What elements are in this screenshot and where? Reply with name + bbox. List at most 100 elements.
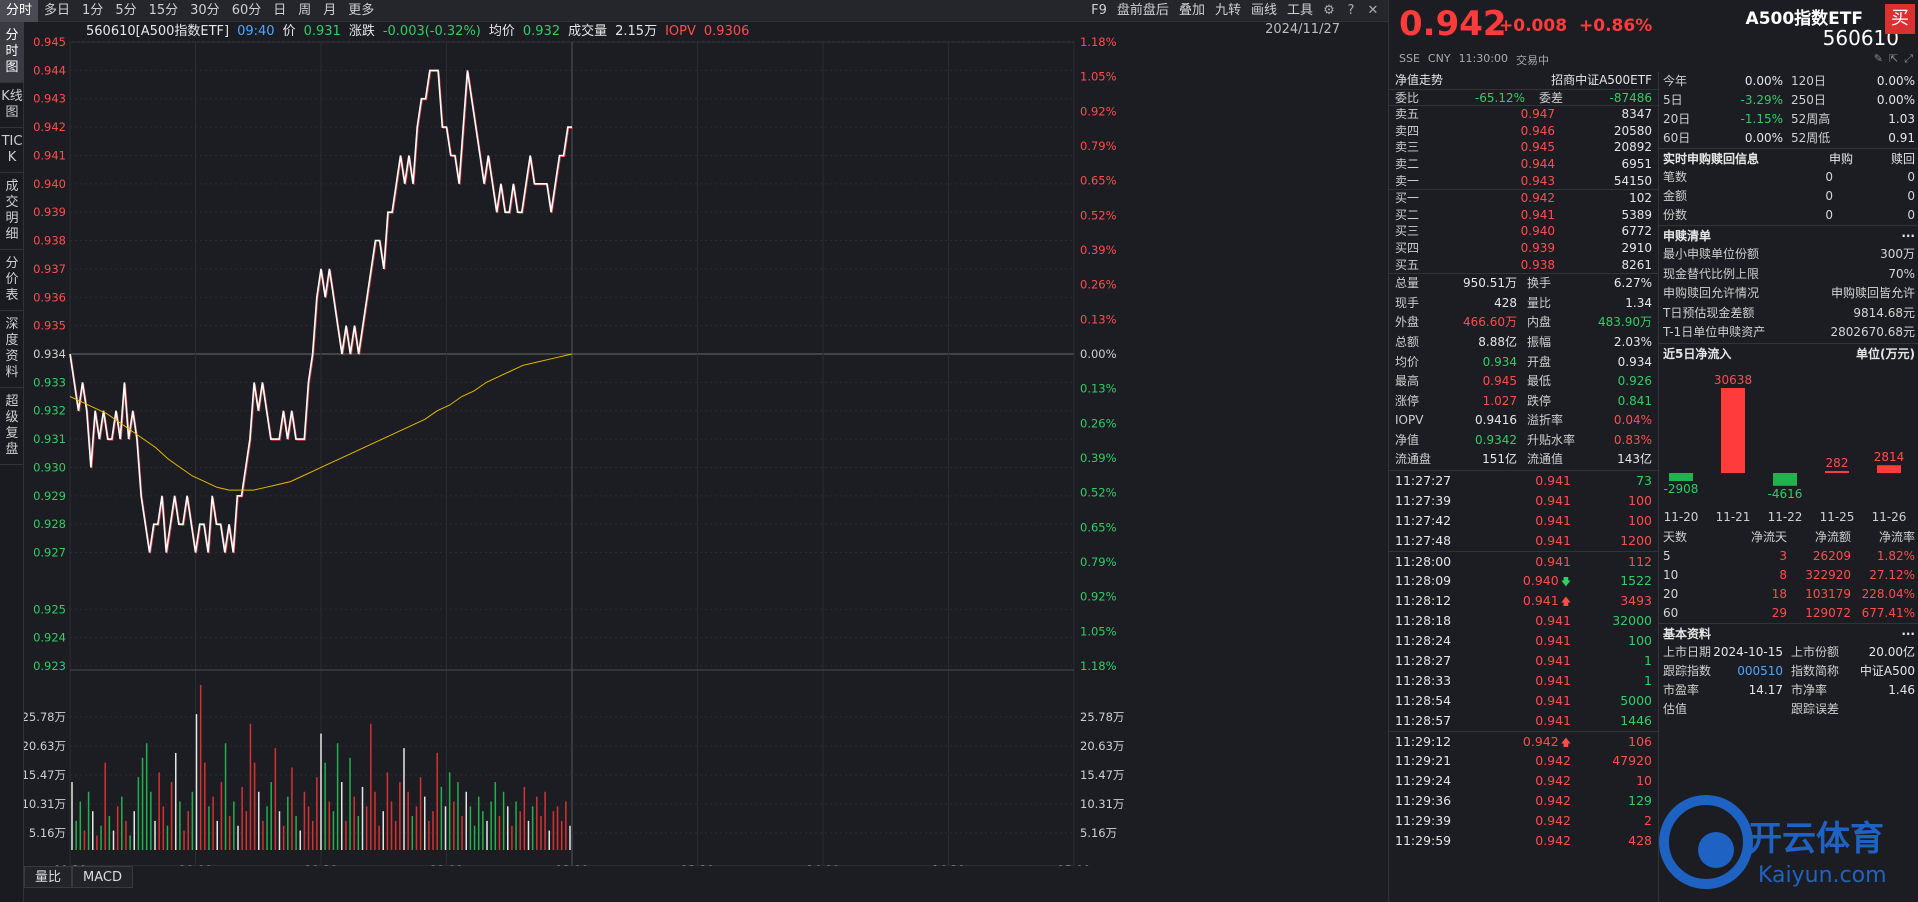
intraday-chart[interactable]: 0.945 0.944 0.943 0.942 0.941 0.940 0.939 0.938… bbox=[24, 22, 1388, 902]
expand-icon[interactable]: ⤢ bbox=[1904, 52, 1913, 65]
basic-section-title[interactable]: 基本资料 ··· bbox=[1659, 622, 1918, 643]
inflow-bar bbox=[1877, 464, 1901, 473]
ask-level[interactable]: 卖三 0.945 20892 bbox=[1389, 139, 1658, 156]
level-price: 0.940 bbox=[1520, 224, 1555, 239]
share-icon[interactable]: ⇱ bbox=[1888, 52, 1899, 65]
info-avg-label: 均价 bbox=[488, 24, 515, 39]
tab-macd[interactable]: MACD bbox=[72, 866, 133, 888]
info-value: 0.00% bbox=[1744, 131, 1783, 145]
side-nav-item-2[interactable]: TICK bbox=[0, 128, 24, 173]
f9-button[interactable]: F9 bbox=[1091, 3, 1107, 18]
nav-trend-row[interactable]: 净值走势 招商中证A500ETF bbox=[1389, 72, 1658, 89]
tick-list[interactable]: 11:27:27 0.941 73 11:27:39 0.941 100 11:27:42 0… bbox=[1389, 470, 1658, 851]
ask-level[interactable]: 卖二 0.944 6951 bbox=[1389, 156, 1658, 173]
tick-price-value: 0.942 bbox=[1535, 813, 1571, 829]
y-tick-left: 0.930 bbox=[33, 460, 66, 474]
y-tick-left: 0.936 bbox=[33, 290, 66, 304]
more-icon[interactable]: ··· bbox=[1901, 229, 1915, 243]
price-line bbox=[69, 69, 572, 553]
stat-label: 内盘 bbox=[1527, 315, 1552, 330]
more-icon[interactable]: ··· bbox=[1901, 626, 1915, 641]
side-nav-item-1[interactable]: K线图 bbox=[0, 83, 24, 128]
tick-price-value: 0.941 bbox=[1535, 513, 1571, 529]
tick-price-value: 0.942 bbox=[1535, 773, 1571, 789]
y-tick-left: 0.938 bbox=[33, 234, 66, 248]
close-icon[interactable]: ✕ bbox=[1367, 3, 1379, 18]
list-key: 申购赎回允许情况 bbox=[1663, 286, 1760, 300]
bid-level[interactable]: 买五 0.938 8261 bbox=[1389, 257, 1658, 274]
period-tabs: 分时 多日 1分 5分 15分 30分 60分日周月更多 bbox=[0, 0, 380, 22]
period-tab-0[interactable]: 分时 bbox=[0, 0, 39, 22]
flow-n: 3 bbox=[1779, 548, 1787, 563]
side-nav-item-0[interactable]: 分时图 bbox=[0, 22, 24, 83]
realtime-red: 0 bbox=[1907, 170, 1915, 184]
bid-level[interactable]: 买一 0.942 102 bbox=[1389, 190, 1658, 207]
side-nav-item-4[interactable]: 分价表 bbox=[0, 250, 24, 311]
info-label: 20日 bbox=[1663, 112, 1691, 126]
premarket-button[interactable]: 盘前盘后 bbox=[1116, 3, 1169, 18]
info-label: 市盈率 bbox=[1663, 682, 1700, 697]
level-label: 卖二 bbox=[1395, 156, 1420, 171]
info-value: 0.00% bbox=[1876, 74, 1915, 88]
stat-label: 现手 bbox=[1395, 295, 1420, 310]
list-section-title[interactable]: 申赎清单 ··· bbox=[1659, 225, 1918, 245]
bid-level[interactable]: 买三 0.940 6772 bbox=[1389, 223, 1658, 240]
y-tick-left: 0.937 bbox=[33, 262, 66, 276]
period-tab-9[interactable]: 月 bbox=[323, 2, 337, 18]
period-tab-10[interactable]: 更多 bbox=[348, 2, 375, 18]
nav-trend-label: 净值走势 bbox=[1395, 73, 1444, 87]
exchange-label: SSE bbox=[1399, 52, 1420, 65]
edit-icon[interactable]: ✎ bbox=[1873, 52, 1883, 65]
stat-value: 2.03% bbox=[1613, 334, 1652, 349]
side-nav-item-5[interactable]: 深度资料 bbox=[0, 311, 24, 388]
bid-level[interactable]: 买四 0.939 2910 bbox=[1389, 240, 1658, 257]
side-nav-item-3[interactable]: 成交明细 bbox=[0, 173, 24, 250]
bid-level[interactable]: 买二 0.941 5389 bbox=[1389, 207, 1658, 224]
ask-level[interactable]: 卖五 0.947 8347 bbox=[1389, 106, 1658, 123]
level-price: 0.939 bbox=[1520, 240, 1555, 255]
y-tick-right: 0.52% bbox=[1080, 208, 1117, 222]
info-change-label: 涨跌 bbox=[348, 24, 375, 39]
vol-tick-left: 5.16万 bbox=[29, 826, 66, 840]
y-tick-left: 0.927 bbox=[33, 546, 66, 560]
realtime-title: 实时申购赎回信息 bbox=[1663, 152, 1760, 166]
y-tick-right: 0.79% bbox=[1080, 139, 1117, 153]
tab-volume-ratio[interactable]: 量比 bbox=[24, 866, 73, 888]
inflow-bar bbox=[1721, 387, 1745, 473]
period-tab-2[interactable]: 1分 bbox=[82, 2, 104, 18]
flow-days: 5 bbox=[1663, 548, 1671, 563]
stat-label: 跌停 bbox=[1527, 393, 1552, 408]
period-tab-7[interactable]: 日 bbox=[273, 2, 287, 18]
tools-button[interactable]: 工具 bbox=[1286, 3, 1313, 18]
overlay-button[interactable]: 叠加 bbox=[1178, 3, 1205, 18]
ask-level[interactable]: 卖一 0.943 54150 bbox=[1389, 173, 1658, 190]
nine-turn-button[interactable]: 九转 bbox=[1214, 3, 1241, 18]
level-label: 卖五 bbox=[1395, 107, 1420, 122]
period-tab-1[interactable]: 多日 bbox=[44, 2, 71, 18]
info-value: 1.46 bbox=[1888, 682, 1915, 697]
period-tab-6[interactable]: 60分 bbox=[231, 2, 262, 18]
period-tab-5[interactable]: 30分 bbox=[190, 2, 220, 18]
info-value: 14.17 bbox=[1748, 682, 1783, 697]
period-tab-4[interactable]: 15分 bbox=[148, 2, 179, 18]
help-icon[interactable]: ? bbox=[1347, 3, 1355, 18]
info-label: 上市份额 bbox=[1791, 644, 1840, 659]
period-tab-8[interactable]: 周 bbox=[298, 2, 312, 18]
ask-level[interactable]: 卖四 0.946 20580 bbox=[1389, 123, 1658, 140]
settings-icon[interactable]: ⚙ bbox=[1323, 3, 1335, 18]
stat-label: 总量 bbox=[1395, 276, 1420, 291]
inflow-section-title: 近5日净流入 单位(万元) bbox=[1659, 342, 1918, 363]
draw-line-button[interactable]: 画线 bbox=[1250, 3, 1277, 18]
tick-price: 0.941 bbox=[1485, 531, 1571, 551]
period-tab-3[interactable]: 5分 bbox=[115, 2, 137, 18]
vol-tick-left: 25.78万 bbox=[24, 710, 66, 724]
side-nav-item-6[interactable]: 超级复盘 bbox=[0, 388, 24, 465]
tick-price: 0.942 🡅 bbox=[1485, 732, 1571, 751]
stat-row: 均价 0.934 开盘 0.934 bbox=[1389, 353, 1658, 373]
header-icons: ✎ ⇱ ⤢ bbox=[1874, 52, 1913, 66]
chart-canvas[interactable]: 0.945 0.944 0.943 0.942 0.941 0.940 0.939 0.938… bbox=[24, 22, 1388, 866]
buy-button[interactable]: 买 bbox=[1885, 4, 1915, 34]
tick-time: 11:29:36 bbox=[1395, 793, 1452, 809]
stat-value: 1.34 bbox=[1625, 295, 1652, 310]
stat-label: 最低 bbox=[1527, 374, 1552, 389]
